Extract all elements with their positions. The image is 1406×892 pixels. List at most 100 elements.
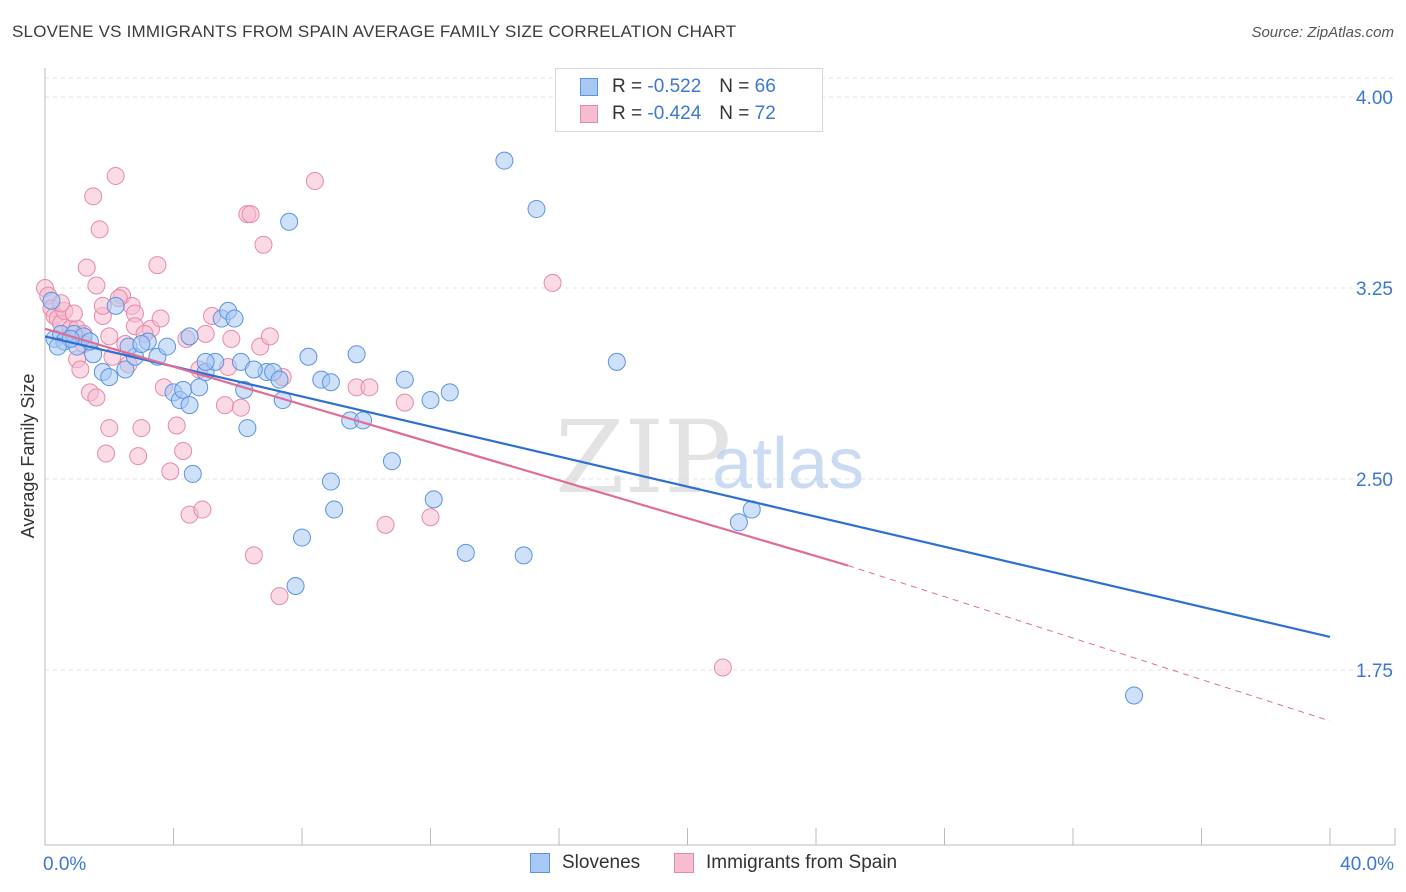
spain-point: [71, 360, 90, 379]
spain-point: [231, 398, 250, 417]
x-tick-label-max: 40.0%: [1340, 854, 1394, 875]
slovenes-n-value: 66: [754, 76, 776, 97]
slovenes-point: [321, 373, 340, 392]
spain-point: [543, 273, 562, 292]
spain-point: [305, 172, 324, 191]
slovenes-point: [527, 200, 546, 219]
slovenes-point: [321, 472, 340, 491]
slovenes-point: [395, 370, 414, 389]
slovenes-point: [100, 368, 119, 387]
spain-point: [100, 419, 119, 438]
spain-trend-extension: [847, 565, 1331, 722]
watermark: ZIP atlas: [555, 399, 864, 516]
series-slovenes-points: [42, 151, 1144, 705]
spain-point: [395, 393, 414, 412]
slovenes-point: [514, 546, 533, 565]
spain-point: [161, 462, 180, 481]
legend-slovenes-label: Slovenes: [562, 852, 641, 873]
spain-point: [64, 304, 83, 323]
legend-row-slovenes: R = -0.522 N = 66: [580, 75, 776, 99]
spain-trend-line: [44, 327, 849, 567]
spain-point: [193, 500, 212, 519]
spain-point: [87, 388, 106, 407]
spain-point: [254, 235, 273, 254]
spain-point: [90, 220, 109, 239]
slovenes-point: [299, 347, 318, 366]
slovenes-point: [293, 528, 311, 547]
spain-point: [360, 378, 379, 397]
spain-point: [174, 441, 193, 460]
slovenes-point: [225, 309, 244, 328]
slovenes-n-label: N =: [719, 76, 750, 97]
y-tick-label: 4.00: [1356, 88, 1393, 109]
slovenes-point: [382, 452, 401, 471]
slovenes-point: [424, 490, 443, 509]
spain-r-label: R =: [612, 103, 643, 124]
legend-spain-label: Immigrants from Spain: [706, 852, 898, 873]
spain-point: [215, 396, 234, 415]
spain-point: [106, 166, 125, 185]
slovenes-point: [116, 360, 135, 379]
slovenes-point: [183, 464, 202, 483]
slovenes-point: [280, 212, 299, 231]
spain-point: [421, 508, 440, 527]
x-tick-label-min: 0.0%: [43, 854, 86, 875]
slovenes-point: [456, 543, 475, 562]
spain-point: [148, 256, 167, 275]
slovenes-point: [106, 296, 125, 315]
slovenes-point: [48, 337, 67, 356]
slovenes-point: [325, 500, 344, 519]
y-tick-label: 3.25: [1356, 279, 1393, 300]
spain-swatch: [580, 105, 598, 123]
spain-point: [241, 205, 260, 224]
spain-point: [244, 546, 263, 565]
slovenes-point: [132, 335, 151, 354]
slovenes-point: [270, 370, 289, 389]
slovenes-point: [440, 383, 459, 402]
legend-spain-swatch: [674, 853, 694, 873]
legend-item-slovenes: Slovenes: [530, 852, 640, 874]
spain-point: [376, 515, 395, 534]
spain-point: [270, 587, 289, 606]
spain-point: [222, 329, 241, 348]
spain-n-value: 72: [754, 103, 776, 124]
spain-point: [87, 276, 106, 295]
slovenes-r-label: R =: [612, 76, 643, 97]
spain-point: [77, 258, 96, 277]
spain-point: [100, 327, 119, 346]
slovenes-point: [729, 513, 748, 532]
y-axis-label: Average Family Size: [18, 374, 38, 539]
spain-point: [713, 658, 732, 677]
watermark-atlas: atlas: [712, 424, 864, 504]
spain-point: [167, 416, 186, 435]
spain-n-label: N =: [719, 103, 750, 124]
slovenes-point: [1125, 686, 1144, 705]
slovenes-point: [180, 327, 199, 346]
slovenes-point: [607, 352, 626, 371]
slovenes-point: [42, 291, 61, 310]
chart-title: SLOVENE VS IMMIGRANTS FROM SPAIN AVERAGE…: [12, 22, 737, 41]
spain-point: [260, 327, 279, 346]
source-credit: Source: ZipAtlas.com: [1251, 24, 1394, 41]
slovenes-swatch: [580, 78, 598, 96]
slovenes-point: [174, 380, 193, 399]
slovenes-point: [347, 345, 366, 364]
spain-point: [84, 187, 103, 206]
slovenes-point: [180, 396, 199, 415]
slovenes-trend-line: [44, 335, 1331, 638]
slovenes-point: [421, 391, 440, 410]
trend-layer: [44, 327, 1331, 722]
spain-point: [196, 324, 215, 343]
slovenes-point: [190, 378, 209, 397]
spain-r-value: -0.424: [647, 103, 702, 124]
spain-point: [132, 419, 151, 438]
series-legend: Slovenes Immigrants from Spain: [0, 852, 1406, 878]
watermark-zip: ZIP: [555, 399, 731, 516]
spain-point: [151, 309, 170, 328]
y-tick-label: 1.75: [1356, 661, 1393, 682]
spain-point: [97, 444, 116, 463]
legend-slovenes-swatch: [530, 853, 550, 873]
spain-point: [129, 447, 148, 466]
slovenes-point: [196, 352, 215, 371]
